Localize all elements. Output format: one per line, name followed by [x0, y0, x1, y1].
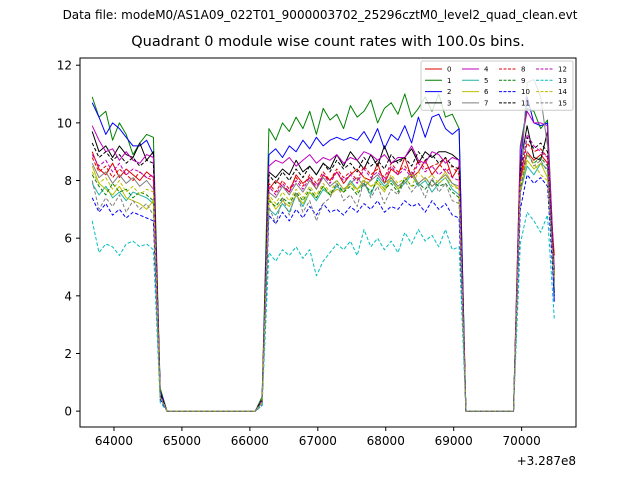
legend-label-5: 5 — [484, 77, 488, 85]
legend-label-15: 15 — [558, 100, 567, 108]
legend-label-8: 8 — [521, 66, 525, 74]
x-offset-label: +3.287e8 — [517, 454, 576, 468]
x-axis: 64000 65000 66000 67000 68000 69000 70000 — [95, 427, 541, 448]
y-tick-label: 8 — [64, 174, 72, 188]
legend-label-1: 1 — [447, 77, 451, 85]
legend-label-11: 11 — [521, 100, 530, 108]
x-tick-label: 67000 — [299, 434, 337, 448]
x-tick-label: 66000 — [231, 434, 269, 448]
legend-label-12: 12 — [558, 66, 567, 74]
legend-frame — [420, 60, 574, 111]
series-layer — [91, 79, 555, 412]
legend-label-2: 2 — [447, 88, 451, 96]
legend-label-9: 9 — [521, 77, 525, 85]
x-tick-label: 69000 — [435, 434, 473, 448]
y-axis: 0 2 4 6 8 10 12 — [57, 59, 80, 419]
legend-label-14: 14 — [558, 88, 567, 96]
legend-label-6: 6 — [484, 88, 489, 96]
x-tick-label: 65000 — [163, 434, 201, 448]
y-tick-label: 2 — [64, 347, 72, 361]
x-tick-label: 64000 — [95, 434, 133, 448]
legend-label-4: 4 — [484, 66, 489, 74]
legend-label-7: 7 — [484, 100, 488, 108]
x-tick-label: 70000 — [503, 434, 541, 448]
y-tick-label: 4 — [64, 289, 72, 303]
y-tick-label: 6 — [64, 232, 72, 246]
plot-frame — [79, 57, 577, 428]
plot-area — [80, 58, 576, 427]
y-tick-label: 10 — [57, 116, 72, 130]
legend-label-13: 13 — [558, 77, 567, 85]
chart-title: Quadrant 0 module wise count rates with … — [131, 34, 525, 50]
figure-suptitle: Data file: modeM0/AS1A09_022T01_90000037… — [62, 8, 578, 22]
y-tick-label: 0 — [64, 405, 72, 419]
legend-label-10: 10 — [521, 88, 530, 96]
y-tick-label: 12 — [57, 59, 72, 73]
legend-label-3: 3 — [447, 100, 451, 108]
series-line-15 — [91, 151, 555, 412]
x-tick-label: 68000 — [367, 434, 405, 448]
legend-label-0: 0 — [447, 66, 451, 74]
